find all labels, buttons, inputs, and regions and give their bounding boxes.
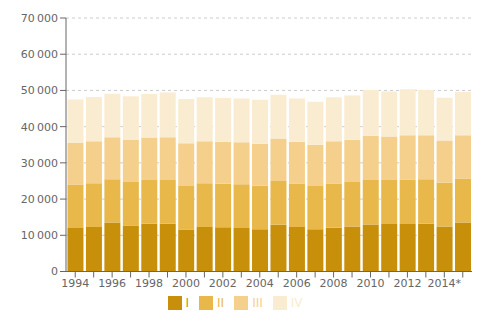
svg-text:70 000: 70 000 xyxy=(21,12,58,25)
html-text:I: I xyxy=(185,295,189,310)
svg-text:50 000: 50 000 xyxy=(21,84,58,97)
svg-text:2012: 2012 xyxy=(393,277,421,290)
svg-text:2010: 2010 xyxy=(357,277,385,290)
svg-text:60 000: 60 000 xyxy=(21,48,58,61)
html-text:IV: IV xyxy=(290,295,303,310)
svg-text:0: 0 xyxy=(51,265,58,278)
svg-text:2008: 2008 xyxy=(320,277,348,290)
svg-text:1996: 1996 xyxy=(98,277,126,290)
svg-text:2014*: 2014* xyxy=(428,277,462,290)
svg-text:1998: 1998 xyxy=(135,277,163,290)
svg-text:2002: 2002 xyxy=(209,277,237,290)
svg-text:40 000: 40 000 xyxy=(21,121,58,134)
svg-text:1994: 1994 xyxy=(61,277,89,290)
html-text:II: II xyxy=(217,295,225,310)
svg-text:20 000: 20 000 xyxy=(21,193,58,206)
svg-text:2000: 2000 xyxy=(172,277,200,290)
svg-text:30 000: 30 000 xyxy=(21,157,58,170)
svg-text:10 000: 10 000 xyxy=(21,229,58,242)
svg-text:2004: 2004 xyxy=(246,277,274,290)
html-text:III: III xyxy=(252,295,263,310)
svg-text:2006: 2006 xyxy=(283,277,311,290)
